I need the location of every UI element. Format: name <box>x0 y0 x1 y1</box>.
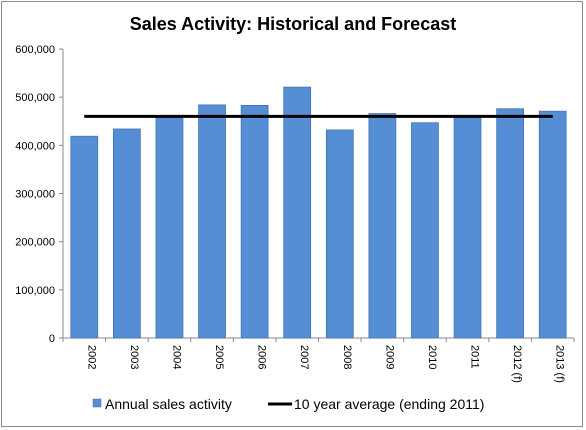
y-tick-label: 100,000 <box>15 285 55 297</box>
x-tick-label: 2002 <box>85 345 97 369</box>
legend-bar-label: Annual sales activity <box>105 396 232 412</box>
x-tick-label: 2012 (f) <box>511 345 523 383</box>
x-tick-label: 2003 <box>128 345 140 369</box>
legend-bar-swatch <box>92 398 102 408</box>
bar <box>70 135 99 339</box>
y-tick-label: 400,000 <box>15 140 55 152</box>
y-tick-group: 0 100,000 200,000 300,000 400,000 500,000 600,… <box>15 44 63 345</box>
x-tick-label: 2007 <box>298 345 310 369</box>
x-tick-label: 2006 <box>256 345 268 369</box>
legend: Annual sales activity 10 year average (e… <box>92 396 484 412</box>
y-tick-label: 500,000 <box>15 92 55 104</box>
bar <box>453 116 482 339</box>
y-tick-label: 200,000 <box>15 237 55 249</box>
x-tick-label: 2013 (f) <box>554 345 566 383</box>
bar <box>538 110 567 339</box>
x-tick-label: 2008 <box>341 345 353 369</box>
bar <box>411 122 439 339</box>
bar <box>113 128 141 339</box>
bar <box>155 117 184 339</box>
legend-line-label: 10 year average (ending 2011) <box>294 396 484 412</box>
x-tick-group: 2002 2003 2004 2005 2006 2007 2008 2009 2010 2011… <box>62 338 575 383</box>
y-tick-label: 300,000 <box>15 189 55 201</box>
y-tick-label: 0 <box>49 333 55 345</box>
bar <box>240 105 269 339</box>
x-tick-label: 2005 <box>213 345 225 369</box>
x-tick-label: 2011 <box>469 345 481 369</box>
bar <box>283 86 312 339</box>
bar <box>496 108 524 339</box>
bar <box>368 113 397 339</box>
bar <box>325 129 354 339</box>
x-tick-label: 2004 <box>170 345 182 369</box>
y-tick-label: 600,000 <box>15 44 55 56</box>
chart-title: Sales Activity: Historical and Forecast <box>130 14 456 34</box>
x-tick-label: 2009 <box>383 345 395 369</box>
bar <box>198 104 226 339</box>
x-tick-label: 2010 <box>426 345 438 369</box>
bar-group <box>70 86 567 339</box>
plot-area: 0 100,000 200,000 300,000 400,000 500,000 600,… <box>15 44 575 383</box>
